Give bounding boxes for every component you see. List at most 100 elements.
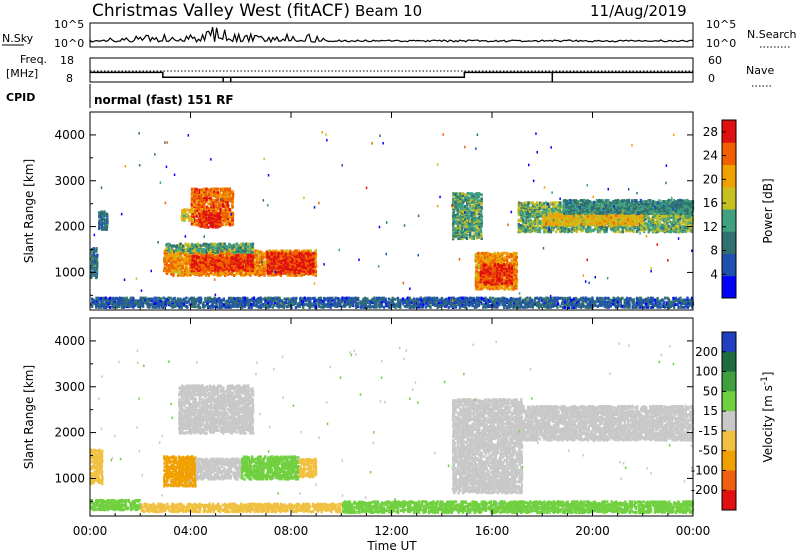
- power-data-cell-9: [473, 196, 477, 199]
- power-data-cell-3: [221, 254, 224, 257]
- power-data-cell-5: [235, 247, 239, 251]
- power-data-cell-3: [219, 266, 222, 270]
- power-data-cell-10: [484, 251, 487, 255]
- power-data-cell-6: [193, 223, 196, 227]
- power-data-cell-5: [165, 246, 169, 250]
- power-data-cell-5: [239, 250, 242, 254]
- power-data-cell-5: [205, 242, 208, 246]
- power-data-cell-9: [478, 215, 481, 219]
- power-data-cell-2: [309, 251, 312, 255]
- power-data-cell-4: [300, 265, 304, 269]
- power-data-cell-3: [237, 268, 241, 272]
- power-data-cell-10: [475, 278, 478, 282]
- power-data-cell-2: [286, 249, 289, 253]
- power-data-cell-3: [249, 254, 252, 257]
- power-data-cell-12: [538, 209, 541, 213]
- power-data-cell-10: [513, 285, 516, 289]
- power-data-cell-6: [190, 187, 194, 191]
- power-data-cell-5: [251, 250, 254, 254]
- power-data-cell-2: [179, 262, 182, 265]
- power-data-cell-6: [227, 210, 230, 214]
- power-data-cell-12: [529, 206, 533, 210]
- power-data-cell-12: [614, 230, 617, 234]
- power-data-cell-12: [568, 228, 571, 232]
- power-data-cell-3: [251, 254, 254, 258]
- power-data-cell-6: [214, 205, 217, 209]
- power-data-cell-3: [219, 256, 222, 260]
- power-data-cell-7: [212, 213, 215, 217]
- power-data-cell-9: [459, 202, 462, 206]
- power-data-cell-5: [187, 249, 190, 252]
- power-data-cell-6: [222, 191, 225, 195]
- power-data-cell-3: [225, 257, 228, 261]
- power-data-cell-2: [253, 269, 257, 273]
- power-data-cell-1: [102, 213, 105, 217]
- power-data-cell-3: [207, 262, 210, 266]
- power-data-cell-2: [214, 270, 217, 274]
- power-data-cell-12: [520, 205, 523, 209]
- power-data-cell-12: [557, 204, 560, 208]
- power-data-cell-3: [246, 259, 250, 263]
- power-data-cell-9: [470, 192, 474, 196]
- power-data-cell-8: [188, 217, 192, 221]
- power-data-cell-9: [473, 204, 477, 208]
- power-data-cell-2: [188, 262, 192, 266]
- power-data-cell-6: [201, 192, 204, 196]
- power-data-cell-3: [221, 265, 224, 269]
- power-data-cell-11: [493, 280, 497, 284]
- power-data-cell-5: [219, 245, 222, 249]
- power-data-cell-5: [224, 244, 227, 248]
- power-data-cell-9: [468, 228, 471, 232]
- power-data-cell-12: [536, 206, 539, 209]
- power-data-cell-6: [193, 210, 196, 214]
- power-data-cell-9: [475, 232, 478, 236]
- power-data-cell-4: [269, 264, 272, 268]
- power-data-cell-12: [649, 227, 652, 231]
- power-data-cell-4: [309, 265, 312, 269]
- power-data-cell-4: [282, 258, 285, 262]
- power-data-cell-12: [628, 229, 631, 233]
- power-data-cell-9: [461, 237, 464, 241]
- power-data-cell-4: [280, 264, 283, 268]
- power-data-cell-3: [223, 262, 226, 265]
- power-data-cell-1: [100, 210, 103, 214]
- power-data-cell-11: [510, 274, 513, 278]
- power-data-cell-0: [90, 274, 93, 278]
- power-data-cell-10: [513, 270, 516, 273]
- power-data-cell-10: [493, 251, 496, 255]
- power-data-cell-9: [477, 232, 481, 236]
- power-data-cell-2: [259, 255, 262, 258]
- power-data-cell-6: [205, 205, 209, 209]
- power-data-cell-12: [538, 213, 541, 217]
- power-data-cell-2: [168, 252, 171, 256]
- power-data-cell-5: [173, 250, 176, 254]
- power-data-cell-3: [245, 264, 248, 268]
- power-data-cell-6: [200, 191, 203, 194]
- power-data-cell-10: [500, 252, 504, 255]
- power-data-cell-2: [172, 257, 175, 261]
- power-data-cell-9: [480, 202, 484, 206]
- power-data-cell-2: [172, 259, 175, 263]
- power-data-cell-2: [289, 249, 292, 253]
- power-data-cell-5: [194, 248, 197, 252]
- power-data-cell-9: [452, 210, 456, 214]
- power-data-cell-1: [98, 211, 101, 215]
- power-data-cell-3: [205, 255, 208, 259]
- power-data-cell-9: [461, 203, 464, 207]
- power-data-cell-6: [226, 200, 229, 204]
- power-data-cell-5: [186, 250, 189, 254]
- power-data-cell-9: [459, 213, 463, 217]
- power-data-cell-2: [272, 271, 275, 274]
- power-data-cell-10: [481, 251, 484, 255]
- power-data-cell-2: [166, 264, 169, 268]
- power-data-cell-9: [452, 202, 455, 205]
- power-data-cell-12: [538, 221, 541, 225]
- power-data-cell-2: [170, 258, 174, 262]
- power-data-cell-2: [177, 254, 180, 258]
- power-data-cell-3: [225, 261, 229, 265]
- power-data-cell-5: [170, 249, 174, 253]
- power-data-cell-7: [216, 216, 220, 220]
- power-data-cell-2: [221, 272, 224, 276]
- power-data-cell-2: [166, 266, 169, 270]
- power-data-cell-2: [244, 272, 248, 276]
